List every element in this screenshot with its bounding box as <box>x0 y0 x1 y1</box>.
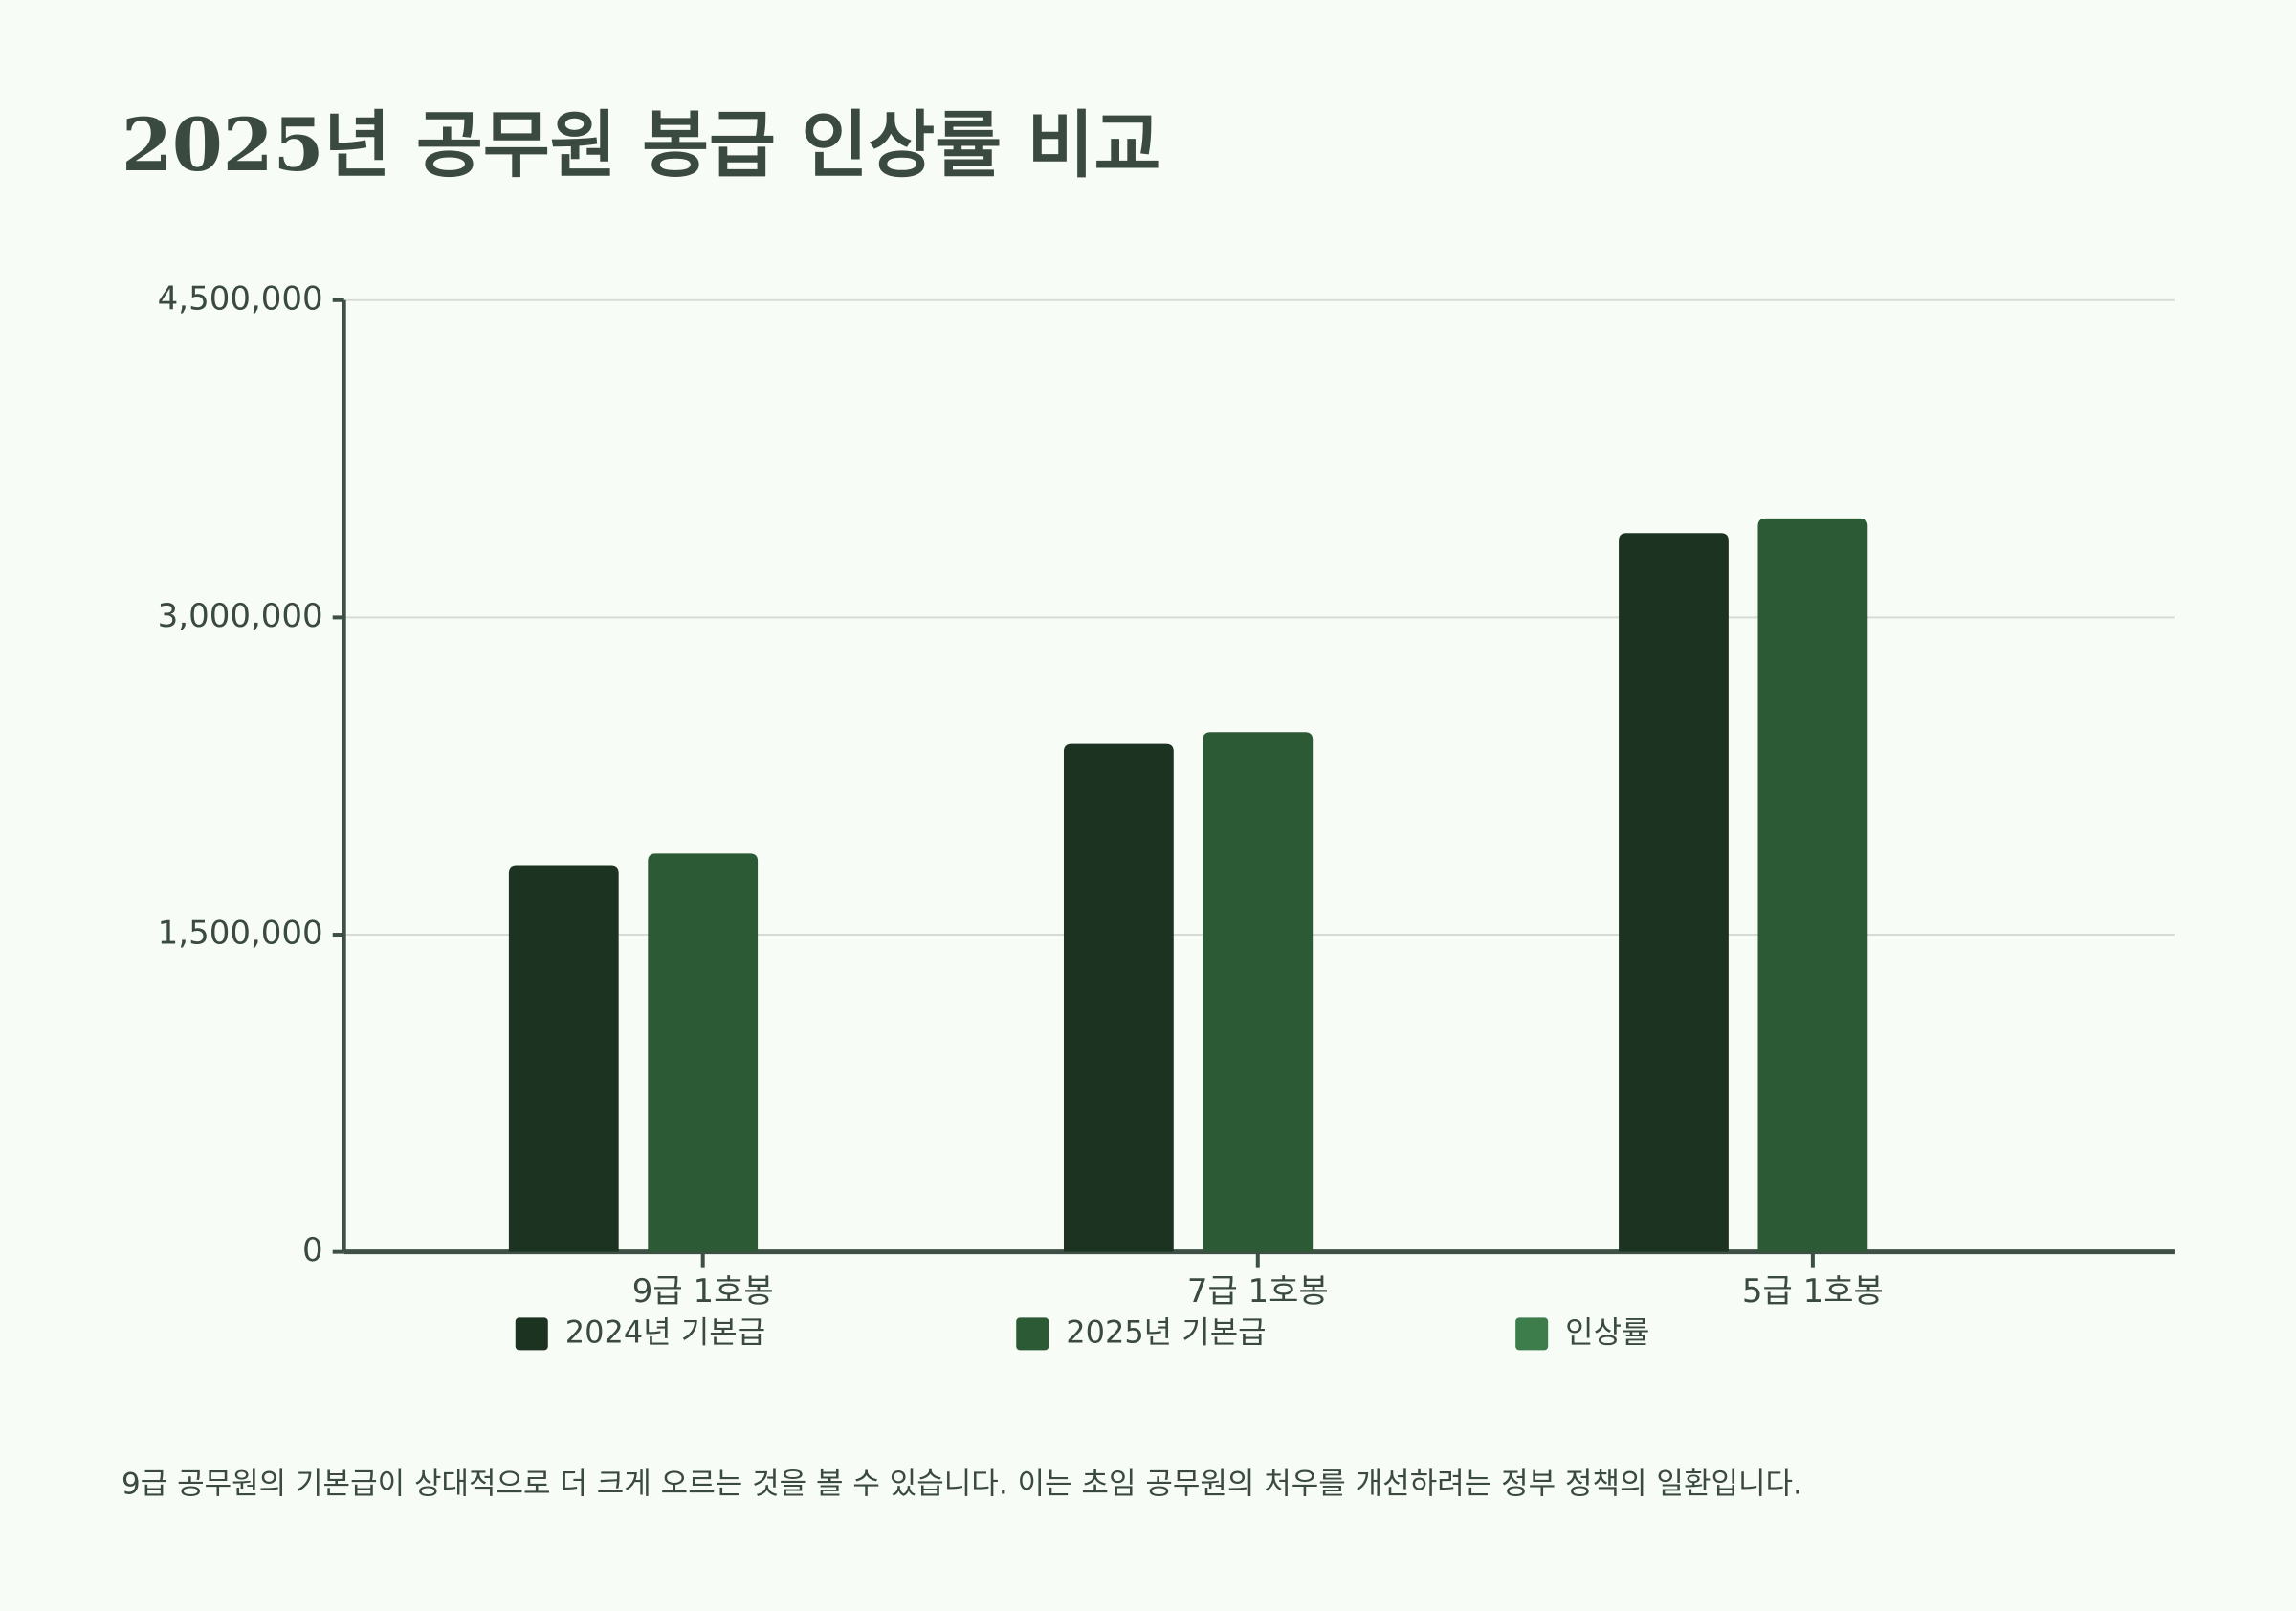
legend-swatch <box>1515 1317 1549 1351</box>
bar <box>508 865 619 1252</box>
x-tick-label: 5급 1호봉 <box>1742 1272 1884 1311</box>
x-tick-label: 7급 1호봉 <box>1187 1272 1329 1311</box>
bar <box>1203 732 1314 1252</box>
bar <box>1757 518 1868 1252</box>
y-tick-label: 3,000,000 <box>158 597 323 635</box>
x-tick-label: 9급 1호봉 <box>632 1272 774 1311</box>
footnote: 9급 공무원의 기본급이 상대적으로 더 크게 오르는 것을 볼 수 있습니다.… <box>121 1468 1802 1502</box>
y-tick-label: 4,500,000 <box>158 279 323 318</box>
legend-label: 인상률 <box>1565 1313 1649 1350</box>
y-tick-label: 0 <box>302 1231 323 1269</box>
legend-swatch <box>1016 1317 1049 1351</box>
chart-title: 2025년 공무원 봉급 인상률 비교 <box>121 102 1160 188</box>
legend-label: 2024년 기본급 <box>565 1313 765 1350</box>
legend-label: 2025년 기본급 <box>1066 1313 1266 1350</box>
bar <box>1063 743 1174 1252</box>
y-tick-label: 1,500,000 <box>158 915 323 953</box>
bar <box>648 853 759 1252</box>
bar <box>1619 533 1729 1252</box>
legend-swatch <box>515 1317 548 1351</box>
